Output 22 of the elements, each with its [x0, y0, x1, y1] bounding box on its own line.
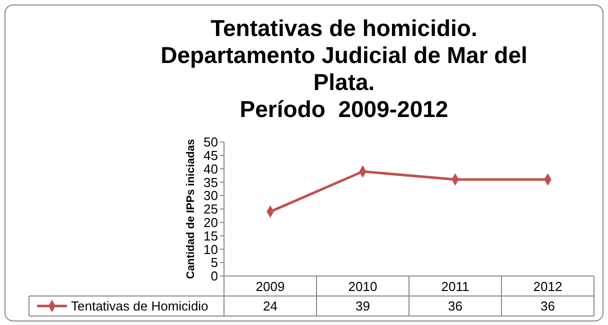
- data-label: 36: [540, 298, 555, 314]
- y-tick-label: 10: [204, 242, 218, 257]
- y-tick-label: 15: [204, 228, 218, 244]
- data-label: 24: [263, 298, 278, 314]
- y-tick-label: 30: [204, 188, 218, 204]
- x-tick-label: 2011: [441, 279, 470, 294]
- y-tick-label: 40: [204, 161, 218, 176]
- data-label: 39: [356, 298, 370, 314]
- y-axis-title: Cantidad de IPPs iniciadas: [185, 139, 197, 279]
- y-tick-label: 50: [204, 134, 218, 150]
- y-tick-label: 20: [204, 214, 218, 230]
- y-tick-label: 45: [204, 148, 218, 163]
- chart-title: Tentativas de homicidio. Departamento Judicial de Mar del Plata. Período 2009-2012: [160, 15, 528, 122]
- data-label: 36: [448, 298, 462, 314]
- x-tick-label: 2010: [348, 279, 378, 294]
- x-tick-label: 2012: [533, 279, 562, 294]
- legend-label: Tentativas de Homicidio: [71, 298, 208, 314]
- y-tick-label: 35: [204, 174, 218, 190]
- y-tick-label: 5: [210, 255, 218, 270]
- y-tick-label: 0: [210, 268, 218, 284]
- x-tick-label: 2009: [256, 279, 285, 294]
- y-tick-label: 25: [204, 202, 218, 217]
